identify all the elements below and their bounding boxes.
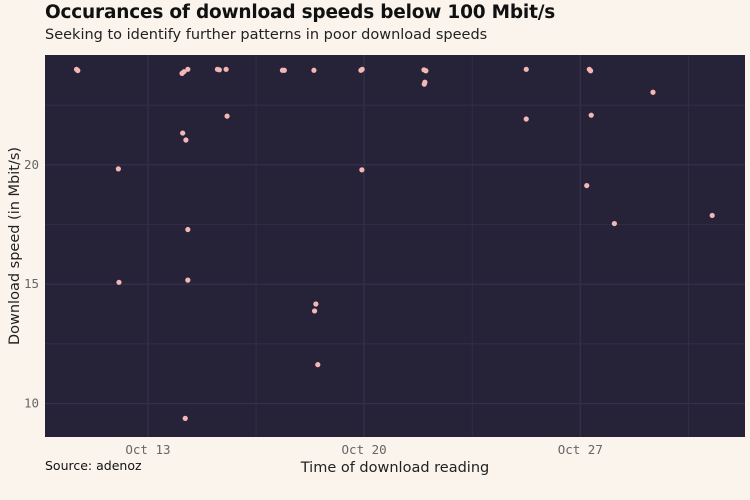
data-point [523,66,529,72]
data-point [709,212,715,219]
source-caption: Source: adenoz [45,458,142,473]
data-point [584,182,590,189]
data-point [311,67,317,73]
data-point [116,279,122,285]
data-point [421,81,427,87]
x-tick-label: Oct 20 [342,442,387,457]
data-point [611,220,617,227]
y-tick-label: 10 [24,396,39,411]
data-point [180,130,186,136]
data-point [185,277,191,283]
data-point [185,226,191,233]
data-point [359,167,365,173]
data-point [185,66,191,72]
chart-title: Occurances of download speeds below 100 … [45,2,556,23]
data-point [587,68,594,74]
axis-ticks: 10 15 20 Oct 13 Oct 20 Oct 27 [24,157,603,457]
x-axis-label: Time of download reading [300,460,489,476]
data-point [183,137,189,143]
data-point [588,112,594,118]
y-axis-label: Download speed (in Mbit/s) [7,147,23,345]
chart-subtitle: Seeking to identify further patterns in … [45,27,488,43]
plot-panel [45,55,745,437]
data-point [281,67,287,73]
data-point [650,89,656,95]
data-point [311,308,318,314]
data-point [216,67,222,73]
data-point [181,69,187,75]
data-point [115,166,121,172]
data-point [423,68,429,74]
data-point [313,301,319,307]
data-point [523,116,529,122]
data-point [359,66,365,72]
data-point [75,67,81,74]
data-point [224,113,230,119]
x-tick-label: Oct 27 [558,442,603,457]
data-point [315,362,321,368]
data-point [223,66,229,72]
y-tick-label: 15 [24,276,39,291]
x-tick-label: Oct 13 [125,442,170,457]
y-tick-label: 20 [24,157,39,172]
data-points [73,66,715,421]
grid-lines [45,55,745,437]
data-point [182,415,188,421]
